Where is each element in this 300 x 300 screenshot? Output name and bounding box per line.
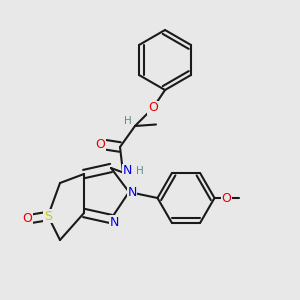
- Text: O: O: [22, 212, 32, 226]
- Text: O: O: [222, 191, 231, 205]
- Text: N: N: [123, 164, 132, 178]
- Text: O: O: [96, 137, 105, 151]
- Text: N: N: [127, 185, 137, 199]
- Text: O: O: [148, 101, 158, 115]
- Text: N: N: [109, 215, 119, 229]
- Text: H: H: [136, 166, 143, 176]
- Text: H: H: [124, 116, 131, 127]
- Text: S: S: [44, 209, 52, 223]
